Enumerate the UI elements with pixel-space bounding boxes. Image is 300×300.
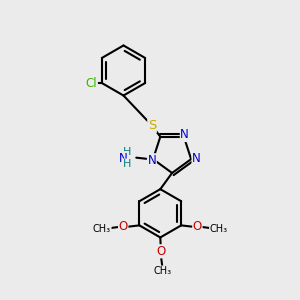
Text: H: H: [123, 159, 132, 169]
Text: N: N: [192, 152, 201, 165]
Text: Cl: Cl: [86, 76, 97, 89]
Text: O: O: [118, 220, 128, 233]
Text: CH₃: CH₃: [154, 266, 172, 276]
Text: O: O: [156, 245, 166, 258]
Text: CH₃: CH₃: [93, 224, 111, 234]
Text: N: N: [180, 128, 189, 142]
Text: N: N: [119, 152, 128, 165]
Text: CH₃: CH₃: [209, 224, 228, 234]
Text: N: N: [148, 154, 156, 167]
Text: S: S: [148, 119, 156, 132]
Text: H: H: [123, 147, 132, 158]
Text: O: O: [193, 220, 202, 233]
